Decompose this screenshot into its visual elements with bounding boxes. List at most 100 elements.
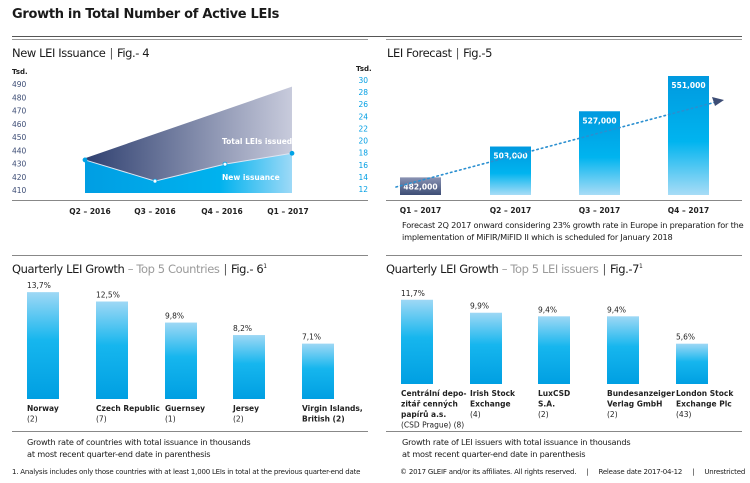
- bar-data-label: 11,7%: [401, 289, 425, 298]
- new-issuance-point: [152, 178, 158, 184]
- fig6-note: Growth rate of countries with total issu…: [27, 436, 251, 460]
- x-tick-label: Q1 – 2017: [400, 206, 441, 215]
- x-tick-label: Q3 – 2016: [134, 207, 175, 216]
- bar-data-label: 13,7%: [27, 281, 51, 290]
- x-tick-label: Q2 – 2017: [490, 206, 531, 215]
- series-label-total: Total LEIs issued: [222, 137, 292, 146]
- divider: [12, 200, 368, 201]
- divider: [386, 39, 742, 40]
- title-divider: [12, 36, 742, 37]
- classification: Unrestricted: [704, 468, 746, 476]
- new-issuance-point: [82, 157, 88, 163]
- x-category-label: (43): [676, 410, 691, 419]
- x-category-label: Exchange: [470, 400, 511, 409]
- bar-data-label: 9,8%: [165, 312, 184, 321]
- x-category-label: Jersey: [232, 404, 259, 413]
- x-category-label: London Stock: [676, 389, 734, 398]
- x-category-label: Virgin Islands,: [302, 404, 363, 413]
- growth-bar: [302, 343, 334, 399]
- x-category-label: Norway: [27, 404, 59, 413]
- x-tick-label: Q4 – 2017: [668, 206, 709, 215]
- forecast-bar: [400, 177, 441, 195]
- right-tick-label: 14: [358, 173, 368, 182]
- right-tick-label: 24: [358, 112, 368, 121]
- right-axis-unit: Tsd.: [356, 65, 372, 73]
- new-issuance-point: [289, 150, 295, 156]
- note-line: Forecast 2Q 2017 onward considering 23% …: [402, 220, 744, 230]
- new-issuance-point: [222, 161, 228, 167]
- fig4-title: New LEI Issuance: [12, 46, 106, 60]
- left-axis-unit: Tsd.: [12, 68, 28, 76]
- left-tick-label: 490: [12, 80, 27, 89]
- fig5-header: LEI Forecast | Fig.-5: [387, 46, 493, 60]
- divider: [12, 431, 368, 432]
- note-line: at most recent quarter-end date in paren…: [27, 449, 211, 459]
- new-issuance-line: [84, 152, 293, 182]
- divider: [12, 255, 368, 256]
- right-tick-label: 28: [358, 88, 368, 97]
- x-category-label: Bundesanzeiger: [607, 389, 675, 398]
- note-line: at most recent quarter-end date in paren…: [402, 449, 586, 459]
- forecast-bar: [490, 146, 531, 195]
- x-category-label: Guernsey: [165, 404, 205, 413]
- trend-arrow-head-icon: [712, 97, 724, 106]
- bar-data-label: 12,5%: [96, 291, 120, 300]
- x-tick-label: Q2 – 2016: [69, 207, 110, 216]
- note-line: Growth rate of countries with total issu…: [27, 437, 251, 447]
- x-category-label: (7): [96, 415, 107, 424]
- x-category-label: (CSD Prague) (8): [401, 421, 464, 430]
- fig7-header: Quarterly LEI Growth – Top 5 LEI issuers…: [386, 262, 643, 276]
- growth-bar: [470, 312, 502, 384]
- x-category-label: papírů a.s.: [401, 410, 446, 419]
- left-tick-label: 420: [12, 173, 27, 182]
- x-category-label: S.A.: [538, 400, 555, 409]
- x-category-label: LuxCSD: [538, 389, 570, 398]
- left-tick-label: 410: [12, 186, 27, 195]
- growth-bar: [27, 292, 59, 399]
- bar-data-label: 9,4%: [538, 305, 557, 314]
- growth-bar: [607, 316, 639, 384]
- fig7-title: Quarterly LEI Growth: [386, 262, 499, 276]
- x-category-label: Irish Stock: [470, 389, 516, 398]
- x-tick-label: Q4 – 2016: [201, 207, 242, 216]
- footnote: 1. Analysis includes only those countrie…: [12, 468, 361, 476]
- bar-data-label: 9,9%: [470, 302, 489, 311]
- divider: [386, 431, 742, 432]
- x-category-label: (4): [470, 410, 481, 419]
- fig6-subtitle: Top 5 Countries: [136, 262, 220, 276]
- fig5-title: LEI Forecast: [387, 46, 452, 60]
- forecast-bar: [579, 111, 620, 195]
- bar-data-label: 5,6%: [676, 333, 695, 342]
- bar-data-label: 9,4%: [607, 305, 626, 314]
- left-tick-label: 460: [12, 120, 27, 129]
- fig5-label: Fig.-5: [463, 46, 493, 60]
- fig4-header: New LEI Issuance | Fig.- 4: [12, 46, 150, 60]
- right-tick-label: 22: [358, 124, 368, 133]
- x-category-label: Centrální depo-: [401, 389, 466, 398]
- series-label-new: New issuance: [222, 173, 280, 182]
- note-line: Growth rate of LEI issuers with total is…: [402, 437, 631, 447]
- divider: [12, 39, 368, 40]
- right-tick-label: 26: [358, 100, 368, 109]
- page-title: Growth in Total Number of Active LEIs: [12, 7, 280, 22]
- left-tick-label: 430: [12, 160, 27, 169]
- fig4-label: Fig.- 4: [116, 46, 150, 60]
- growth-bar: [233, 335, 265, 399]
- growth-bar: [676, 343, 708, 384]
- left-tick-label: 450: [12, 133, 27, 142]
- growth-bar: [165, 322, 197, 399]
- right-tick-label: 20: [358, 137, 368, 146]
- x-category-label: Czech Republic: [96, 404, 160, 413]
- fig7-note: Growth rate of LEI issuers with total is…: [402, 436, 631, 460]
- divider: [386, 200, 742, 201]
- x-category-label: (2): [233, 415, 244, 424]
- right-tick-label: 16: [358, 161, 368, 170]
- fig7-label: Fig.-7: [610, 262, 640, 276]
- x-category-label: British (2): [302, 415, 345, 424]
- forecast-bar: [668, 76, 709, 195]
- bar-data-label: 7,1%: [302, 333, 321, 342]
- footer: © 2017 GLEIF and/or its affiliates. All …: [400, 468, 746, 476]
- x-category-label: Exchange Plc: [676, 400, 732, 409]
- growth-bar: [401, 299, 433, 384]
